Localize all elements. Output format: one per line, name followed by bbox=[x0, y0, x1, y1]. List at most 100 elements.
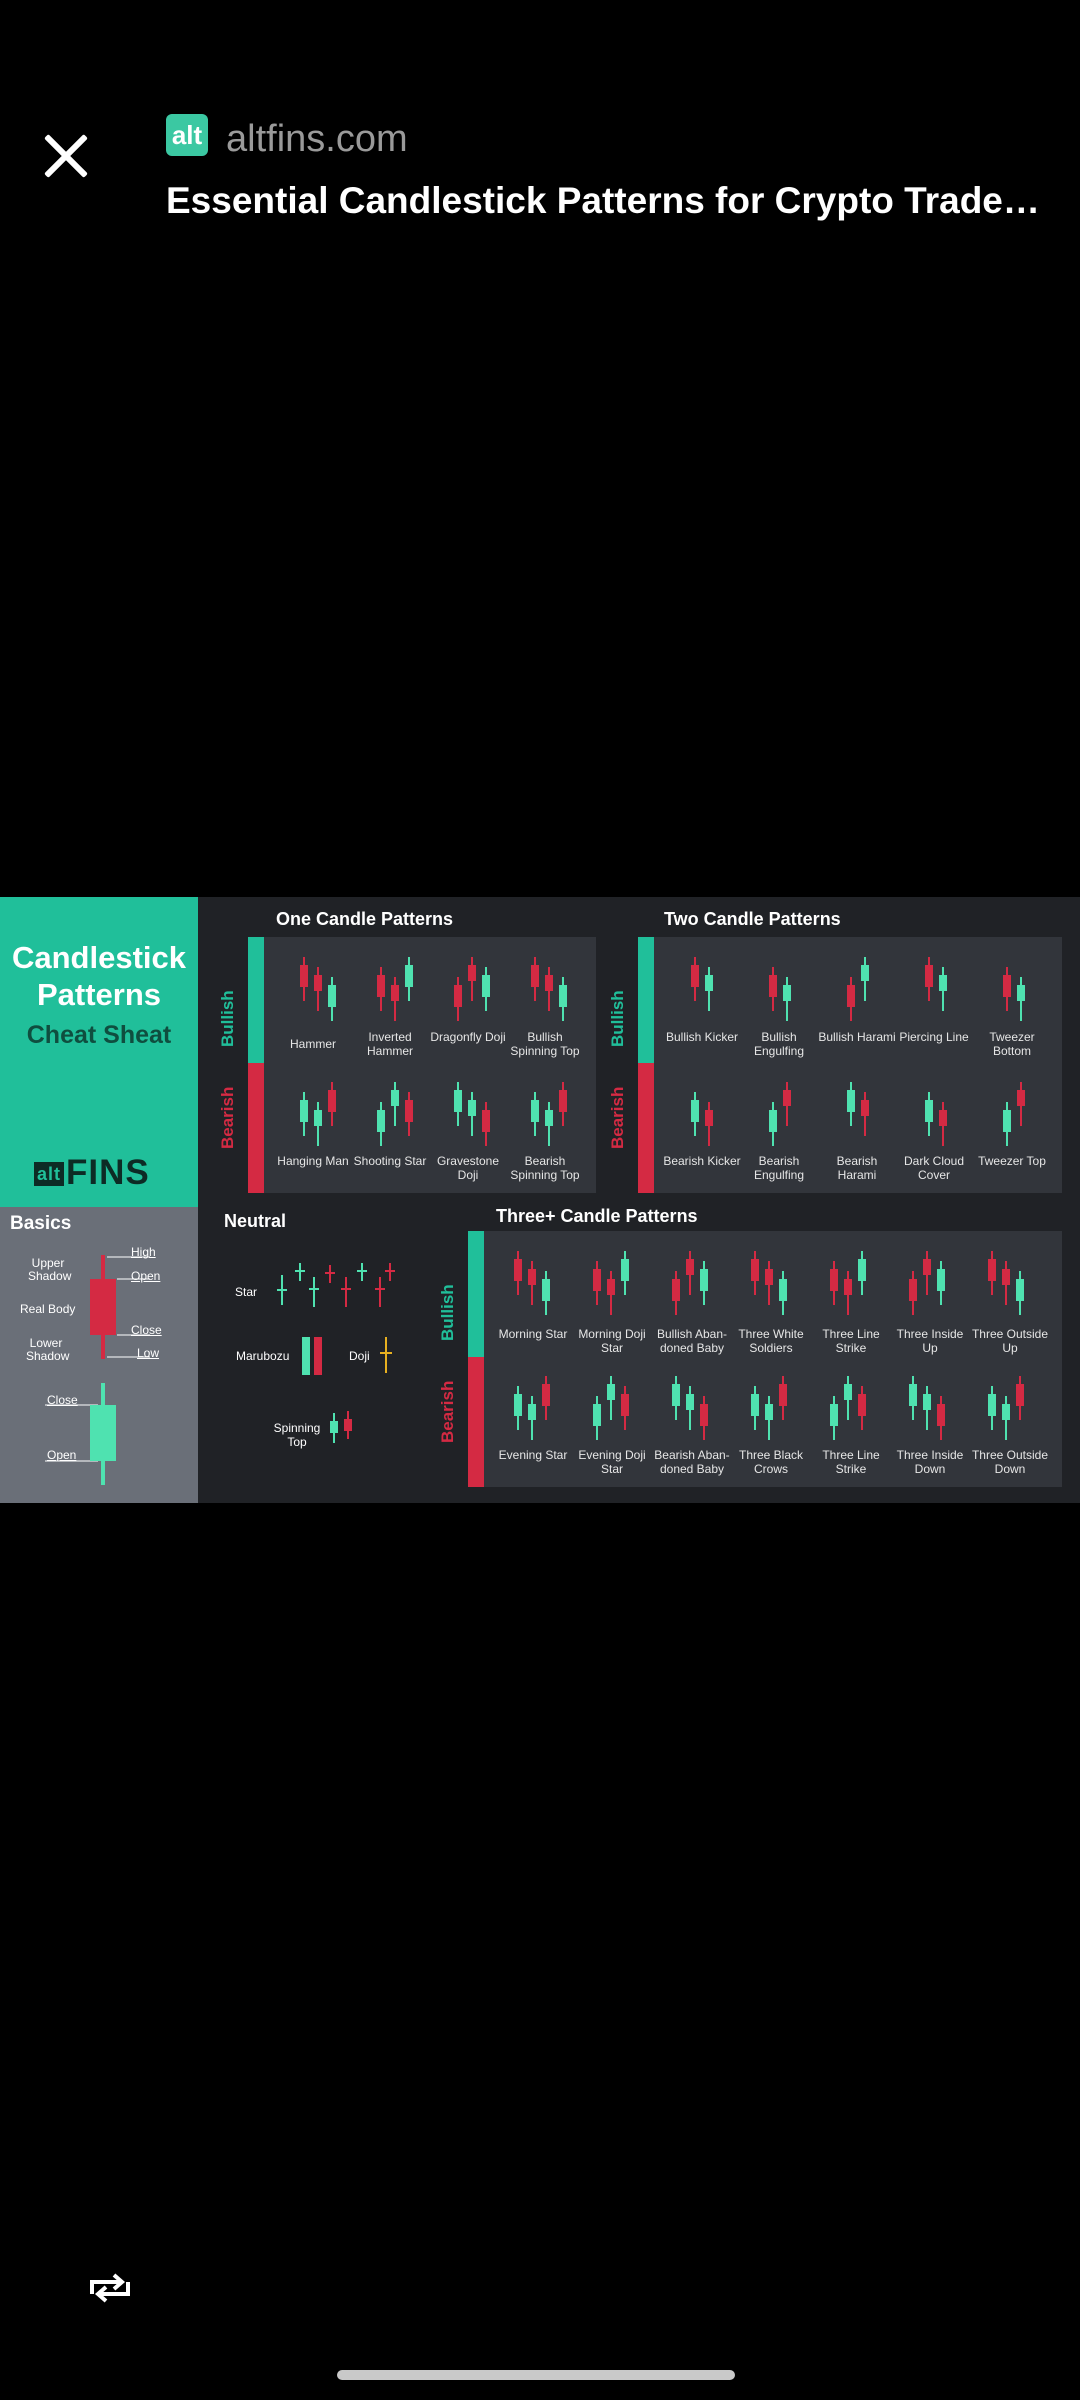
candle-body bbox=[1016, 1279, 1024, 1301]
pattern-label: Bullish Spinning Top bbox=[510, 1030, 580, 1058]
pattern-label: Dragonfly Doji bbox=[430, 1030, 506, 1044]
candle-body bbox=[765, 1269, 773, 1285]
basics-high: High bbox=[131, 1245, 156, 1259]
two-bullish-bar bbox=[638, 937, 654, 1063]
neutral-candle-icons bbox=[277, 1263, 395, 1443]
candle-body bbox=[925, 965, 933, 987]
candle-body bbox=[514, 1394, 522, 1416]
candle-body bbox=[621, 1394, 629, 1416]
candle-body bbox=[559, 1090, 567, 1112]
repost-icon[interactable] bbox=[86, 2272, 134, 2304]
candle-body bbox=[593, 1404, 601, 1426]
basics-lower-shadow: Lower Shadow bbox=[26, 1336, 70, 1363]
candle-body bbox=[300, 1100, 308, 1122]
pattern-label: Three Inside Down bbox=[896, 1448, 964, 1476]
logo-text: FINS bbox=[66, 1153, 150, 1192]
basics-real-body: Real Body bbox=[20, 1302, 76, 1316]
candle-body bbox=[844, 1384, 852, 1400]
candle-body bbox=[988, 1259, 996, 1281]
brand-line-2: Patterns bbox=[36, 977, 162, 1012]
site-favicon: alt bbox=[166, 114, 208, 156]
one-bearish-label: Bearish bbox=[218, 1086, 237, 1149]
candle-body bbox=[672, 1279, 680, 1301]
candle-body bbox=[909, 1279, 917, 1301]
candle-body bbox=[847, 985, 855, 1007]
candle-body bbox=[700, 1404, 708, 1426]
candle-body bbox=[830, 1269, 838, 1291]
pattern-label: Bullish Kicker bbox=[665, 1030, 739, 1044]
brand-line-1: Candlestick bbox=[11, 940, 186, 975]
candle-body bbox=[454, 985, 462, 1007]
candle-body bbox=[751, 1259, 759, 1281]
cheat-sheet-image[interactable]: Candlestick Patterns Cheat Sheat alt FINS … bbox=[0, 897, 1080, 1503]
candle-body bbox=[531, 1100, 539, 1122]
candle-body bbox=[909, 1384, 917, 1406]
two-candle-title: Two Candle Patterns bbox=[664, 909, 841, 929]
candle-body bbox=[861, 1100, 869, 1116]
candle-body bbox=[314, 1110, 322, 1126]
pattern-label: Morning Star bbox=[498, 1327, 568, 1341]
basics-close-2: Close bbox=[47, 1393, 78, 1407]
pattern-label: Three White Soldiers bbox=[738, 1327, 804, 1355]
neutral-marubozu: Marubozu bbox=[236, 1349, 290, 1363]
candle-body bbox=[405, 965, 413, 987]
pattern-label: Gravestone Doji bbox=[436, 1154, 500, 1182]
basics-open-2: Open bbox=[47, 1448, 77, 1462]
close-icon[interactable] bbox=[38, 128, 94, 184]
site-domain[interactable]: altfins.com bbox=[226, 118, 408, 160]
pattern-label: Bullish Harami bbox=[818, 1030, 896, 1044]
candle-body bbox=[545, 1110, 553, 1126]
candle-body bbox=[861, 965, 869, 981]
home-indicator[interactable] bbox=[337, 2370, 735, 2380]
basics-panel: Basics Upper Shadow Real Body Lower Shad… bbox=[0, 1207, 198, 1503]
candle-body bbox=[939, 975, 947, 991]
pattern-label: Bearish Kicker bbox=[663, 1154, 741, 1168]
candle-body bbox=[779, 1279, 787, 1301]
candle-body bbox=[923, 1259, 931, 1275]
pattern-label: Hanging Man bbox=[277, 1154, 349, 1168]
three-bullish-bar bbox=[468, 1231, 484, 1357]
candle-body bbox=[482, 975, 490, 997]
basics-title: Basics bbox=[10, 1213, 72, 1234]
candle-body bbox=[988, 1394, 996, 1416]
candle-body bbox=[779, 1384, 787, 1406]
neutral-spinning-top: Spinning Top bbox=[273, 1421, 321, 1449]
two-bullish-label: Bullish bbox=[608, 990, 627, 1047]
one-bullish-label: Bullish bbox=[218, 990, 237, 1047]
pattern-label: Hammer bbox=[289, 1037, 336, 1051]
candle-body bbox=[705, 975, 713, 991]
candle-body bbox=[542, 1279, 550, 1301]
candle-body bbox=[844, 1279, 852, 1295]
page-title[interactable]: Essential Candlestick Patterns for Crypt… bbox=[166, 180, 1046, 221]
candle-body bbox=[468, 965, 476, 981]
candle-body bbox=[607, 1279, 615, 1295]
candle-body bbox=[377, 975, 385, 997]
candle-body bbox=[531, 965, 539, 987]
brand-subtitle: Cheat Sheat bbox=[26, 1021, 172, 1049]
pattern-label: Three Line Strike bbox=[822, 1327, 880, 1355]
candle-body bbox=[1003, 1110, 1011, 1132]
candle-body bbox=[593, 1269, 601, 1291]
pattern-label: Morning Doji Star bbox=[578, 1327, 646, 1355]
candle-body bbox=[858, 1259, 866, 1281]
candle-body bbox=[783, 1090, 791, 1106]
candle-body bbox=[528, 1269, 536, 1285]
pattern-label: Evening Doji Star bbox=[578, 1448, 646, 1476]
candle-body bbox=[454, 1090, 462, 1112]
candle-body bbox=[542, 1384, 550, 1406]
candle-body bbox=[559, 985, 567, 1007]
candle-body bbox=[700, 1269, 708, 1291]
three-candle-title: Three+ Candle Patterns bbox=[496, 1206, 698, 1226]
neutral-title: Neutral bbox=[224, 1211, 287, 1231]
candle-body bbox=[377, 1110, 385, 1132]
candle-body bbox=[391, 1090, 399, 1106]
candle-body bbox=[769, 975, 777, 997]
candle-body bbox=[1017, 985, 1025, 1001]
candle-body bbox=[1003, 975, 1011, 997]
candle-body bbox=[691, 965, 699, 987]
pattern-label: Bullish Engulfing bbox=[753, 1030, 805, 1058]
top-bar: alt altfins.com Essential Candlestick Pa… bbox=[0, 0, 1080, 260]
candle-body bbox=[937, 1269, 945, 1291]
one-candle-icons bbox=[300, 957, 567, 1146]
pattern-label: Bearish Spinning Top bbox=[510, 1154, 580, 1182]
